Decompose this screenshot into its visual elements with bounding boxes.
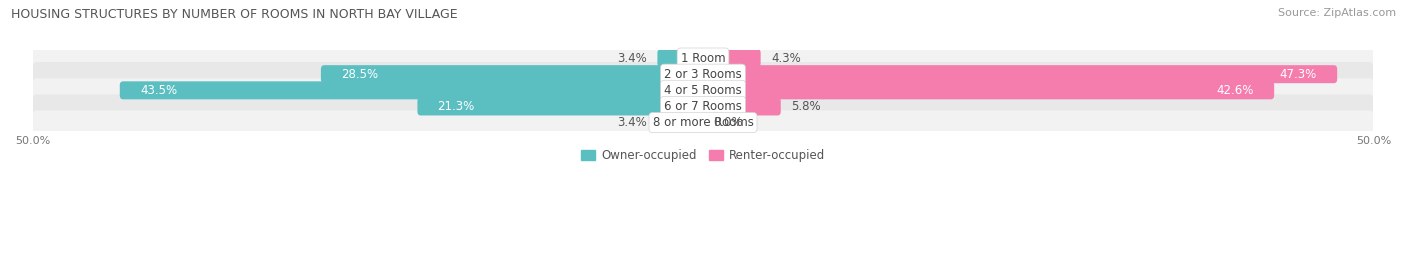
Text: HOUSING STRUCTURES BY NUMBER OF ROOMS IN NORTH BAY VILLAGE: HOUSING STRUCTURES BY NUMBER OF ROOMS IN… [11,8,458,21]
FancyBboxPatch shape [700,49,761,67]
FancyBboxPatch shape [120,81,706,99]
FancyBboxPatch shape [700,65,1337,83]
Text: 8 or more Rooms: 8 or more Rooms [652,116,754,129]
Text: 2 or 3 Rooms: 2 or 3 Rooms [664,68,742,81]
Text: 0.0%: 0.0% [714,116,744,129]
Text: 21.3%: 21.3% [437,100,475,113]
Text: 3.4%: 3.4% [617,116,647,129]
FancyBboxPatch shape [700,97,780,115]
Text: 5.8%: 5.8% [792,100,821,113]
Text: 42.6%: 42.6% [1216,84,1254,97]
FancyBboxPatch shape [32,78,1374,102]
Text: 4.3%: 4.3% [772,52,801,65]
Text: 47.3%: 47.3% [1279,68,1317,81]
Text: 28.5%: 28.5% [342,68,378,81]
Text: 1 Room: 1 Room [681,52,725,65]
FancyBboxPatch shape [700,81,1274,99]
FancyBboxPatch shape [321,65,706,83]
FancyBboxPatch shape [418,97,706,115]
FancyBboxPatch shape [32,62,1374,86]
Text: 6 or 7 Rooms: 6 or 7 Rooms [664,100,742,113]
Text: 43.5%: 43.5% [139,84,177,97]
FancyBboxPatch shape [32,46,1374,70]
Text: 3.4%: 3.4% [617,52,647,65]
Text: 4 or 5 Rooms: 4 or 5 Rooms [664,84,742,97]
Legend: Owner-occupied, Renter-occupied: Owner-occupied, Renter-occupied [576,144,830,167]
Text: Source: ZipAtlas.com: Source: ZipAtlas.com [1278,8,1396,18]
FancyBboxPatch shape [658,114,706,132]
FancyBboxPatch shape [32,94,1374,119]
FancyBboxPatch shape [658,49,706,67]
FancyBboxPatch shape [32,111,1374,135]
